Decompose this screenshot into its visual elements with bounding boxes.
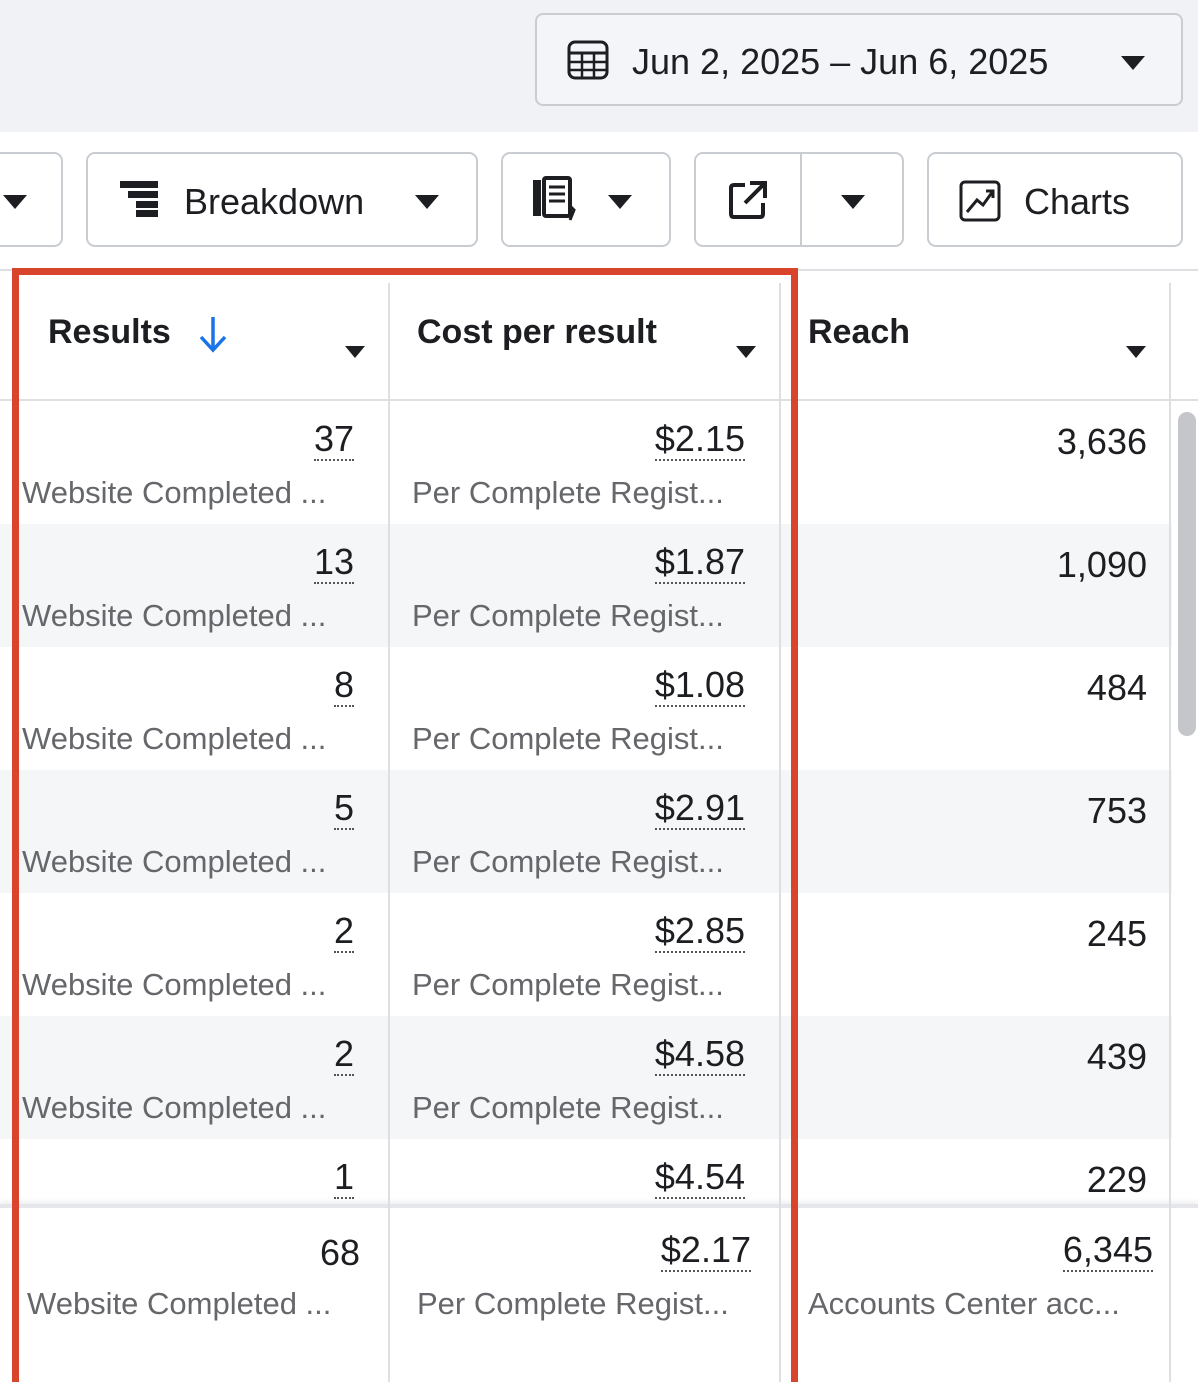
column-divider: [779, 283, 781, 1382]
caret-down-icon: [608, 195, 632, 209]
results-type: Website Completed ...: [22, 721, 327, 756]
caret-down-icon: [1121, 56, 1145, 70]
reach-value: 229: [1086, 1159, 1147, 1200]
toolbar: Breakdown: [0, 132, 1198, 270]
divider: [800, 154, 802, 245]
total-cost-per-result-value[interactable]: $2.17: [660, 1229, 751, 1272]
cost-per-result-value[interactable]: $2.15: [654, 418, 745, 461]
cost-per-result-type: Per Complete Regist...: [412, 598, 724, 633]
export-button[interactable]: [696, 154, 800, 245]
reach-value: 439: [1086, 1036, 1147, 1077]
results-value[interactable]: 2: [333, 1033, 354, 1076]
charts-icon: [959, 180, 1001, 222]
date-range-picker[interactable]: Jun 2, 2025 – Jun 6, 2025: [535, 13, 1183, 106]
column-divider: [1169, 283, 1171, 1382]
cost-per-result-value[interactable]: $2.85: [654, 910, 745, 953]
cost-per-result-type: Per Complete Regist...: [412, 475, 724, 510]
table-header: Results Cost per result Reach: [0, 283, 1198, 401]
cost-per-result-value[interactable]: $1.08: [654, 664, 745, 707]
total-reach-value[interactable]: 6,345: [1062, 1229, 1153, 1272]
results-type: Website Completed ...: [22, 967, 327, 1002]
column-header-label: Reach: [808, 313, 911, 351]
table-row[interactable]: 37 Website Completed ... $2.15 Per Compl…: [0, 401, 1172, 524]
column-header-label: Cost per result: [417, 313, 657, 351]
caret-down-icon: [1126, 346, 1146, 358]
results-value[interactable]: 2: [333, 910, 354, 953]
reach-value: 1,090: [1056, 544, 1147, 585]
total-reach-type: Accounts Center acc...: [808, 1286, 1120, 1321]
results-type: Website Completed ...: [22, 475, 327, 510]
columns-dropdown-button[interactable]: [0, 152, 63, 247]
results-value[interactable]: 13: [313, 541, 354, 584]
column-header-cost-per-result[interactable]: Cost per result: [390, 283, 780, 399]
data-table: Results Cost per result Reach 37 Website…: [0, 271, 1198, 1386]
table-row[interactable]: 5 Website Completed ... $2.91 Per Comple…: [0, 770, 1172, 893]
results-type: Website Completed ...: [22, 844, 327, 879]
caret-down-icon: [345, 346, 365, 358]
total-results-value: 68: [319, 1232, 360, 1273]
cost-per-result-value[interactable]: $2.91: [654, 787, 745, 830]
column-header-label: Results: [48, 313, 171, 351]
cost-per-result-type: Per Complete Regist...: [412, 1090, 724, 1125]
export-icon: [729, 181, 767, 219]
total-results-type: Website Completed ...: [27, 1286, 332, 1321]
table-row[interactable]: 2 Website Completed ... $4.58 Per Comple…: [0, 1016, 1172, 1139]
results-type: Website Completed ...: [22, 598, 327, 633]
cost-per-result-value[interactable]: $4.58: [654, 1033, 745, 1076]
results-value[interactable]: 8: [333, 664, 354, 707]
column-header-results[interactable]: Results: [24, 283, 388, 399]
table-row[interactable]: 1 $4.54 229: [0, 1139, 1172, 1262]
sort-down-arrow-icon: [199, 317, 227, 353]
table-row[interactable]: 2 Website Completed ... $2.85 Per Comple…: [0, 893, 1172, 1016]
reach-value: 3,636: [1056, 421, 1147, 462]
results-value[interactable]: 37: [313, 418, 354, 461]
results-value[interactable]: 5: [333, 787, 354, 830]
calendar-icon: [567, 40, 609, 80]
export-options-dropdown[interactable]: [802, 154, 902, 245]
reports-button[interactable]: [501, 152, 671, 247]
export-button-group: [694, 152, 904, 247]
column-divider: [388, 283, 390, 1382]
cost-per-result-type: Per Complete Regist...: [412, 967, 724, 1002]
summary-row: 68 Website Completed ... $2.17 Per Compl…: [0, 1204, 1198, 1386]
cost-per-result-type: Per Complete Regist...: [412, 721, 724, 756]
caret-down-icon: [3, 195, 27, 209]
total-cost-per-result-type: Per Complete Regist...: [417, 1286, 729, 1321]
breakdown-label: Breakdown: [184, 181, 365, 222]
top-bar: Jun 2, 2025 – Jun 6, 2025: [0, 0, 1198, 132]
caret-down-icon: [415, 195, 439, 209]
cost-per-result-value[interactable]: $4.54: [654, 1156, 745, 1199]
caret-down-icon: [841, 195, 865, 209]
table-row[interactable]: 8 Website Completed ... $1.08 Per Comple…: [0, 647, 1172, 770]
table-row[interactable]: 13 Website Completed ... $1.87 Per Compl…: [0, 524, 1172, 647]
cost-per-result-type: Per Complete Regist...: [412, 844, 724, 879]
reach-value: 753: [1086, 790, 1147, 831]
cost-per-result-value[interactable]: $1.87: [654, 541, 745, 584]
breakdown-icon: [120, 181, 158, 217]
charts-button[interactable]: Charts: [927, 152, 1183, 247]
reach-value: 245: [1086, 913, 1147, 954]
charts-label: Charts: [1024, 181, 1131, 222]
breakdown-button[interactable]: Breakdown: [86, 152, 478, 247]
results-value[interactable]: 1: [333, 1156, 354, 1199]
report-icon: [533, 176, 576, 221]
results-type: Website Completed ...: [22, 1090, 327, 1125]
reach-value: 484: [1086, 667, 1147, 708]
caret-down-icon: [736, 346, 756, 358]
scrollbar-thumb[interactable]: [1178, 412, 1196, 736]
column-header-reach[interactable]: Reach: [800, 283, 1170, 399]
date-range-label: Jun 2, 2025 – Jun 6, 2025: [632, 41, 1049, 82]
